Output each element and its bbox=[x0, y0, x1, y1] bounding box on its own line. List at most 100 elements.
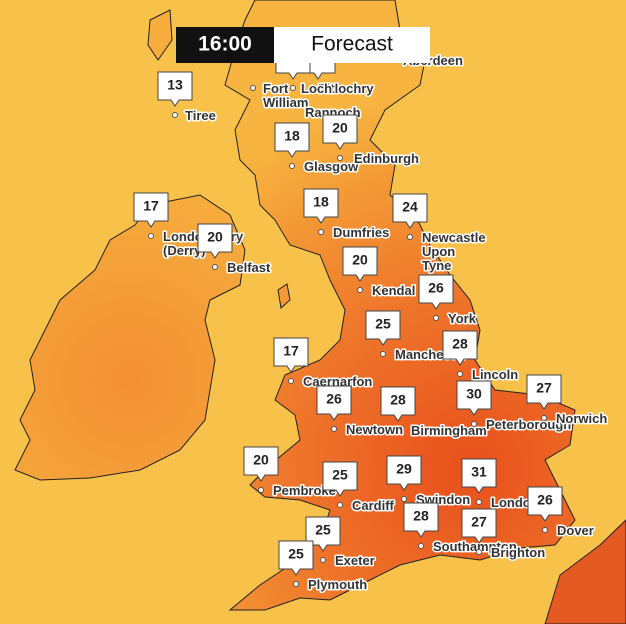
place-name: Cardiff bbox=[352, 498, 395, 513]
temperature-pin: 25 bbox=[322, 461, 358, 497]
place-dot bbox=[433, 315, 439, 321]
place-dot bbox=[407, 234, 413, 240]
temperature: 20 bbox=[207, 229, 223, 245]
pin-box bbox=[526, 374, 562, 410]
place-name: Brighton bbox=[491, 545, 545, 560]
pin-box bbox=[278, 540, 314, 576]
place-name: Belfast bbox=[227, 260, 271, 275]
place-dot bbox=[250, 85, 256, 91]
place-name: Lincoln bbox=[472, 367, 518, 382]
temperature: 17 bbox=[283, 343, 299, 359]
place-name: Loch bbox=[301, 81, 332, 96]
pin-box bbox=[303, 188, 339, 224]
temperature: 27 bbox=[536, 380, 552, 396]
temperature-pin: 18 bbox=[303, 188, 339, 224]
temperature: 13 bbox=[167, 77, 183, 93]
pin-box bbox=[461, 508, 497, 544]
pin-box bbox=[197, 223, 233, 259]
place-dot bbox=[457, 371, 463, 377]
temperature-pin: 20 bbox=[322, 114, 358, 150]
temperature: 25 bbox=[375, 316, 391, 332]
pin-box bbox=[365, 310, 401, 346]
temperature: 25 bbox=[288, 546, 304, 562]
temperature-pin: 24 bbox=[392, 193, 428, 229]
temperature-pin: 27 bbox=[461, 508, 497, 544]
pin-box bbox=[403, 502, 439, 538]
place-name: Glasgow bbox=[304, 159, 359, 174]
place-name: Southampton bbox=[433, 539, 517, 554]
temperature-pin: 17 bbox=[133, 192, 169, 228]
temperature: 29 bbox=[396, 461, 412, 477]
temperature-pin: 20 bbox=[342, 246, 378, 282]
temperature: 17 bbox=[143, 198, 159, 214]
header: 16:00 Forecast bbox=[176, 27, 430, 63]
pin-box bbox=[380, 386, 416, 422]
temperature-pin: 17 bbox=[273, 337, 309, 373]
temperature: 25 bbox=[315, 522, 331, 538]
temperature: 25 bbox=[332, 467, 348, 483]
temperature: 26 bbox=[537, 492, 553, 508]
pin-box bbox=[461, 458, 497, 494]
temperature: 20 bbox=[253, 452, 269, 468]
place-name: Tyne bbox=[422, 258, 451, 273]
place-name: Fort bbox=[263, 81, 289, 96]
header-title-box bbox=[274, 27, 430, 63]
land-ireland bbox=[14, 194, 246, 481]
place-name: William bbox=[263, 95, 308, 110]
temperature: 28 bbox=[452, 336, 468, 352]
place-name: Newtown bbox=[346, 422, 403, 437]
temperature-pin: 30 bbox=[456, 380, 492, 416]
pin-box bbox=[456, 380, 492, 416]
temperature-pin: 25 bbox=[305, 516, 341, 552]
place-name: Exeter bbox=[335, 553, 375, 568]
place-dot bbox=[337, 502, 343, 508]
place-dot bbox=[357, 287, 363, 293]
place-name: Norwich bbox=[556, 411, 607, 426]
pin-box bbox=[274, 122, 310, 158]
place-name: Kendal bbox=[372, 283, 415, 298]
temperature: 20 bbox=[332, 120, 348, 136]
temperature: 20 bbox=[352, 252, 368, 268]
place-dot bbox=[331, 426, 337, 432]
place-dot bbox=[471, 421, 477, 427]
place-dot bbox=[476, 499, 482, 505]
temperature: 28 bbox=[413, 508, 429, 524]
temperature: 27 bbox=[471, 514, 487, 530]
place-dot bbox=[318, 229, 324, 235]
pin-box bbox=[133, 192, 169, 228]
place-dot bbox=[476, 549, 482, 555]
temperature-pin: 26 bbox=[418, 274, 454, 310]
pin-box bbox=[316, 385, 352, 421]
place-name: York bbox=[448, 311, 477, 326]
temperature: 28 bbox=[390, 392, 406, 408]
pin-box bbox=[442, 330, 478, 366]
temperature-pin: 31 bbox=[461, 458, 497, 494]
temperature-pin: 28 bbox=[403, 502, 439, 538]
temperature: 26 bbox=[428, 280, 444, 296]
place-dot bbox=[418, 543, 424, 549]
place-name: (Derry) bbox=[163, 243, 206, 258]
place-name: Plymouth bbox=[308, 577, 367, 592]
temperature-pin: 28 bbox=[380, 386, 416, 422]
place-name: Tiree bbox=[185, 108, 216, 123]
place-name: Dover bbox=[557, 523, 594, 538]
place-name: Pembroke bbox=[273, 483, 336, 498]
header-time: 16:00 bbox=[198, 33, 252, 56]
place-name: Peterborough bbox=[486, 417, 571, 432]
temperature-pin: 27 bbox=[526, 374, 562, 410]
header-title: Forecast bbox=[311, 33, 393, 56]
temperature-pin: 26 bbox=[316, 385, 352, 421]
temperature: 30 bbox=[466, 386, 482, 402]
pin-box bbox=[342, 246, 378, 282]
pin-box bbox=[322, 114, 358, 150]
pins: 1318161820172018242026252817262830272025… bbox=[133, 44, 563, 576]
temperature-pin: 20 bbox=[197, 223, 233, 259]
land-hebrides bbox=[147, 9, 173, 61]
temperature-pin: 26 bbox=[527, 486, 563, 522]
place-name: Dumfries bbox=[333, 225, 389, 240]
place-name: Upon bbox=[422, 244, 455, 259]
temperature: 18 bbox=[284, 128, 300, 144]
place-dot bbox=[542, 527, 548, 533]
temperature-pin: 29 bbox=[386, 455, 422, 491]
temperature: 24 bbox=[402, 199, 418, 215]
